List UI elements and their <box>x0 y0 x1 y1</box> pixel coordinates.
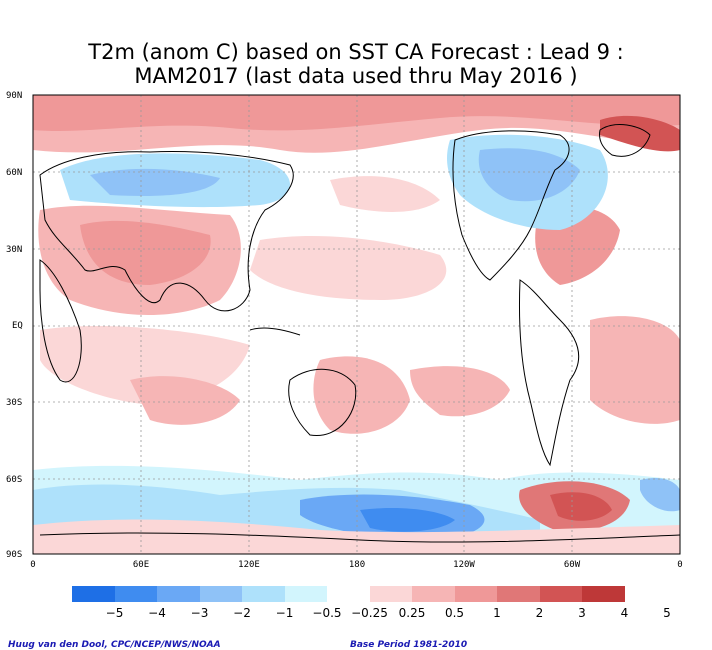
lon-label-60w: 60W <box>563 560 581 570</box>
anomaly-field <box>33 95 680 554</box>
legend-swatch <box>242 586 285 602</box>
lon-label-120e: 120E <box>238 560 260 570</box>
legend-swatch <box>369 586 412 602</box>
lon-label-180: 180 <box>348 560 366 570</box>
legend-label: 0.5 <box>444 606 465 620</box>
legend-label: −1 <box>275 606 294 620</box>
lat-label-60s: 60S <box>6 475 23 485</box>
lon-label-120w: 120W <box>453 560 475 570</box>
legend-swatch <box>582 586 625 602</box>
legend-label: 3 <box>578 606 586 620</box>
legend-label: −5 <box>105 606 124 620</box>
legend-swatch <box>157 586 200 602</box>
legend-swatch <box>72 586 115 602</box>
legend-swatch <box>497 586 540 602</box>
credit-base-period: Base Period 1981-2010 <box>350 640 468 650</box>
legend-swatch <box>199 586 242 602</box>
legend-swatch <box>327 586 370 602</box>
credit-author: Huug van den Dool, CPC/NCEP/NWS/NOAA <box>8 640 221 650</box>
lat-label-90n: 90N <box>6 91 23 101</box>
lat-label-30n: 30N <box>6 245 23 255</box>
lon-label-0-right: 0 <box>677 560 683 570</box>
legend-swatch <box>284 586 327 602</box>
legend-swatch <box>412 586 455 602</box>
lat-label-30s: 30S <box>6 398 23 408</box>
map-title-line-2: MAM2017 (last data used thru May 2016 ) <box>134 64 578 88</box>
legend-label: −3 <box>190 606 209 620</box>
legend-label: 0.25 <box>398 606 426 620</box>
lon-label-0-left: 0 <box>30 560 36 570</box>
lat-label-60n: 60N <box>6 168 23 178</box>
legend-label: −4 <box>148 606 166 620</box>
map-title-line-1: T2m (anom C) based on SST CA Forecast : … <box>88 40 624 64</box>
lat-label-90s: 90S <box>6 550 23 560</box>
legend-label: −0.5 <box>312 606 342 620</box>
legend-label: −0.25 <box>351 606 388 620</box>
legend-label: −2 <box>233 606 251 620</box>
lat-label-eq: EQ <box>12 321 23 331</box>
coastlines <box>39 124 680 543</box>
legend-swatch <box>454 586 497 602</box>
legend-label: 4 <box>620 606 629 620</box>
lat-lon-grid <box>33 95 680 554</box>
legend-label: 2 <box>535 606 544 620</box>
legend-label: 1 <box>493 606 501 620</box>
legend-label: 5 <box>663 606 671 620</box>
legend-swatch <box>114 586 157 602</box>
lon-label-60e: 60E <box>132 560 150 570</box>
map-frame <box>32 94 681 555</box>
legend-swatch <box>539 586 582 602</box>
